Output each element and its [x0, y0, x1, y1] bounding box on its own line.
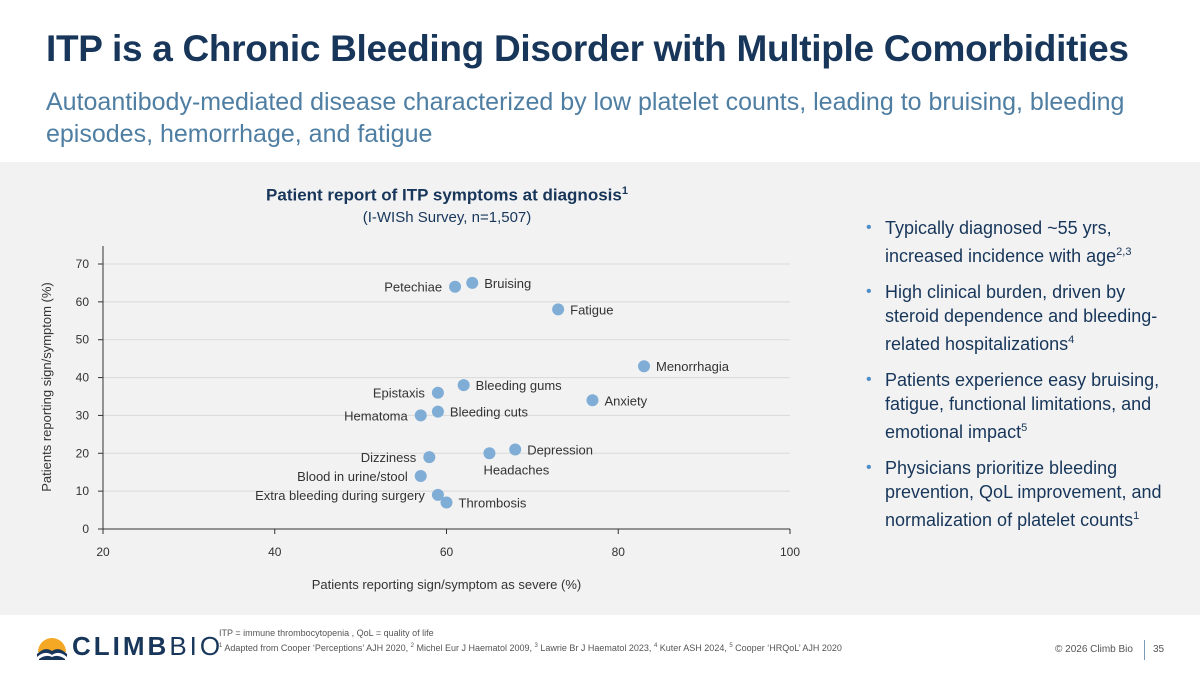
scatter-chart: 0 10 20 30 40 50 60 70 20 40 60 80 100 Patients repor…: [39, 246, 800, 592]
bullet-text: Patients experience easy bruising, fatig…: [885, 370, 1160, 442]
references-footnote: 1 Adapted from Cooper ‘Perceptions’ AJH …: [219, 643, 842, 653]
y-tick-label: 40: [76, 371, 90, 385]
y-tick-label: 0: [82, 522, 89, 536]
bullet-footnote: 5: [1021, 422, 1028, 434]
reference-text: Michel Eur J Haematol 2009,: [413, 643, 535, 653]
data-label: Epistaxis: [373, 386, 426, 401]
data-point: [457, 379, 470, 392]
data-point: [552, 303, 565, 316]
reference-number: 5: [729, 643, 733, 649]
reference-number: 1: [219, 643, 223, 649]
data-label: Menorrhagia: [656, 359, 730, 374]
y-tick-label: 60: [76, 295, 90, 309]
bullet-item: Patients experience easy bruising, fatig…: [866, 368, 1176, 444]
abbreviations-footnote: ITP = immune thrombocytopenia , QoL = qu…: [219, 628, 434, 638]
data-label: Bleeding cuts: [450, 405, 529, 420]
data-label: Bleeding gums: [476, 378, 562, 393]
x-tick-label: 60: [440, 545, 454, 559]
company-logo-text: CLIMBBIO: [72, 631, 223, 662]
data-label: Hematoma: [344, 408, 408, 423]
x-tick-label: 100: [780, 545, 800, 559]
bullet-footnote: 2,3: [1116, 246, 1132, 258]
logo-text-bold: CLIMB: [72, 631, 170, 661]
reference-text: Adapted from Cooper ‘Perceptions’ AJH 20…: [222, 643, 411, 653]
data-label: Fatigue: [570, 302, 613, 317]
y-tick-label: 30: [76, 408, 90, 422]
data-point: [431, 488, 444, 501]
data-point: [466, 276, 479, 289]
reference-number: 2: [410, 643, 414, 649]
data-label: Depression: [527, 443, 593, 458]
x-axis-label: Patients reporting sign/symptom as sever…: [312, 577, 582, 592]
bullet-item: High clinical burden, driven by steroid …: [866, 280, 1176, 356]
data-label: Dizziness: [361, 450, 417, 465]
climb-bio-logo-icon: [37, 638, 67, 660]
data-point: [414, 470, 427, 482]
x-tick-label: 20: [96, 545, 110, 559]
data-point: [449, 280, 462, 293]
data-point: [638, 360, 651, 373]
bullet-text: Physicians prioritize bleeding preventio…: [885, 458, 1162, 530]
data-point: [423, 451, 436, 464]
y-tick-label: 20: [76, 446, 90, 460]
reference-text: Lawrie Br J Haematol 2023,: [537, 643, 654, 653]
bullet-footnote: 1: [1133, 510, 1140, 522]
reference-text: Kuter ASH 2024,: [657, 643, 730, 653]
y-tick-label: 50: [76, 333, 90, 347]
data-label: Blood in urine/stool: [297, 469, 408, 484]
reference-text: Cooper ‘HRQoL’ AJH 2020: [732, 643, 842, 653]
y-tick-label: 10: [76, 484, 90, 498]
reference-number: 4: [653, 643, 658, 649]
data-point: [483, 447, 496, 460]
data-point: [440, 496, 453, 509]
reference-number: 3: [534, 643, 538, 649]
bullet-footnote: 4: [1068, 334, 1075, 346]
x-tick-label: 40: [268, 545, 282, 559]
data-label: Petechiae: [384, 280, 442, 295]
data-point: [431, 386, 444, 399]
bullet-item: Physicians prioritize bleeding preventio…: [866, 456, 1176, 532]
chart-title-text: Patient report of ITP symptoms at diagno…: [266, 185, 622, 205]
data-label: Headaches: [483, 462, 549, 477]
bullet-text: High clinical burden, driven by steroid …: [885, 282, 1158, 354]
data-label: Anxiety: [604, 393, 647, 408]
data-point: [431, 405, 444, 418]
data-point: [509, 443, 522, 456]
footer-divider: [1144, 640, 1145, 660]
chart-title-footnote: 1: [621, 185, 628, 197]
copyright: © 2026 Climb Bio: [1055, 644, 1133, 655]
data-point: [414, 409, 427, 422]
chart-title: Patient report of ITP symptoms at diagno…: [262, 185, 632, 206]
bullet-list: Typically diagnosed ~55 yrs, increased i…: [866, 216, 1176, 544]
data-label: Thrombosis: [459, 496, 527, 511]
y-tick-label: 70: [76, 257, 90, 271]
data-point: [586, 394, 599, 407]
data-label: Bruising: [484, 276, 531, 291]
y-axis-label: Patients reporting sign/symptom (%): [39, 282, 54, 492]
slide-subtitle: Autoantibody-mediated disease characteri…: [46, 88, 1125, 148]
slide-title: ITP is a Chronic Bleeding Disorder with …: [46, 28, 1129, 69]
logo-text-light: BIO: [169, 631, 224, 661]
page-number: 35: [1153, 644, 1165, 655]
bullet-item: Typically diagnosed ~55 yrs, increased i…: [866, 216, 1176, 268]
bullet-text: Typically diagnosed ~55 yrs, increased i…: [885, 218, 1117, 266]
data-label: Extra bleeding during surgery: [255, 488, 425, 503]
chart-subtitle: (I-WISh Survey, n=1,507): [362, 209, 532, 226]
x-tick-label: 80: [612, 545, 626, 559]
